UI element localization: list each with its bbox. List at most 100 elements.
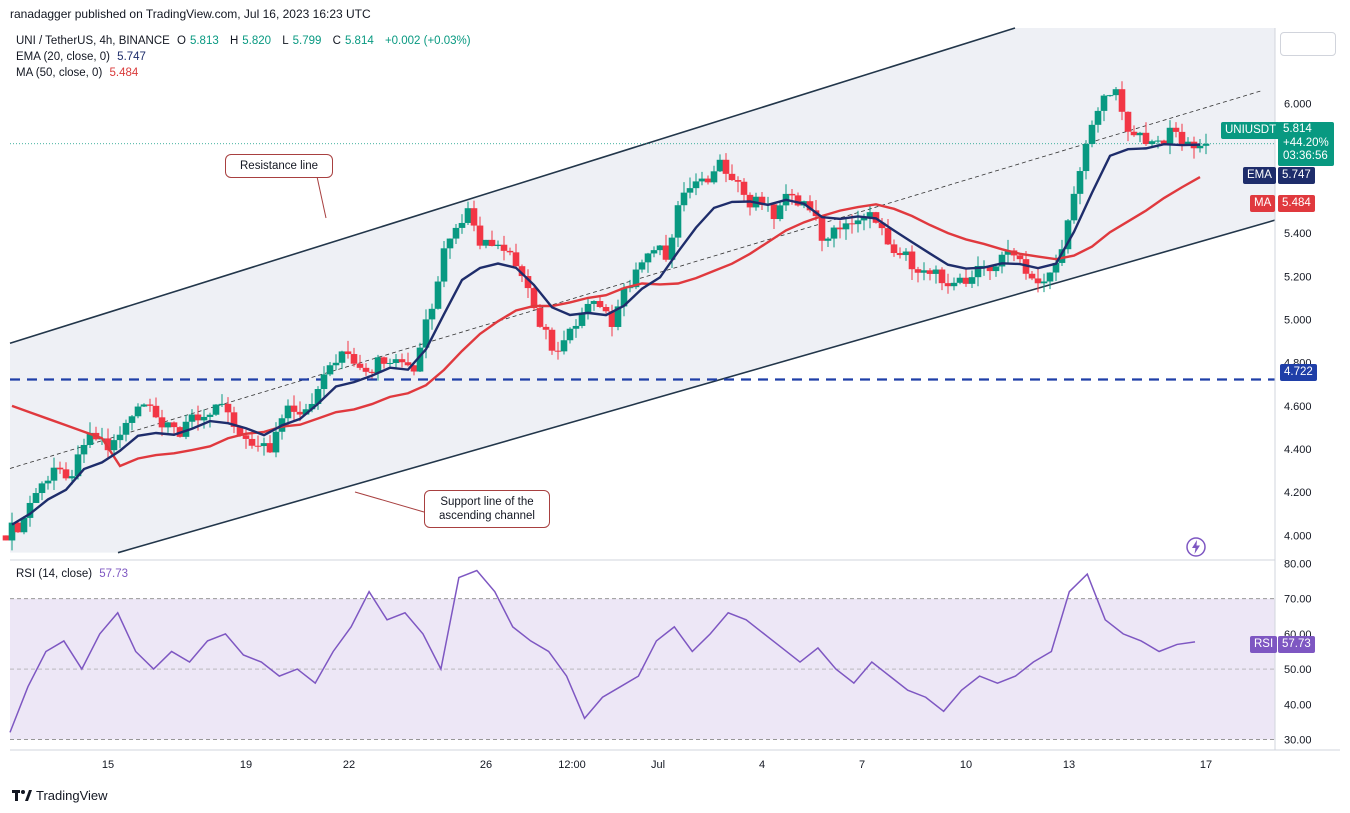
candle-body xyxy=(1202,143,1210,146)
candle-body xyxy=(704,178,712,183)
candle-body xyxy=(566,328,574,341)
candle-body xyxy=(320,374,328,390)
publisher-caption: ranadagger published on TradingView.com,… xyxy=(10,7,371,21)
candle-body xyxy=(386,362,394,364)
candle-body xyxy=(74,454,82,477)
symbol-legend: UNI / TetherUS, 4h, BINANCE O 5.813 H 5.82… xyxy=(16,35,475,47)
ma-legend: MA (50, close, 0) 5.484 xyxy=(16,67,142,79)
candle-body xyxy=(38,483,46,494)
time-tick-label: 17 xyxy=(1200,759,1212,771)
price-tick-label: 5.400 xyxy=(1284,228,1312,240)
candle-body xyxy=(422,319,430,348)
ema-value: 5.747 xyxy=(117,51,146,63)
candle-body xyxy=(104,438,112,451)
ema-value-tag: 5.747 xyxy=(1278,167,1315,184)
candle-body xyxy=(1082,143,1090,172)
candle-body xyxy=(1100,95,1108,111)
candle-body xyxy=(440,248,448,282)
l-label: L xyxy=(282,35,289,47)
candle-body xyxy=(1076,171,1084,194)
candle-body xyxy=(608,311,616,327)
candle-body xyxy=(572,325,580,329)
candle-body xyxy=(1118,89,1126,112)
candle-body xyxy=(770,204,778,220)
h-value: 5.820 xyxy=(242,35,272,47)
time-tick-label: 10 xyxy=(960,759,972,771)
candle-body xyxy=(32,493,40,503)
candle-body xyxy=(452,227,460,239)
candle-body xyxy=(8,522,16,541)
candle-body xyxy=(1136,132,1144,136)
candle-body xyxy=(224,403,232,413)
candle-body xyxy=(1172,127,1180,132)
tradingview-icon xyxy=(12,789,32,801)
candle-body xyxy=(638,262,646,270)
candle-body xyxy=(650,250,658,254)
settings-box[interactable] xyxy=(1280,32,1336,56)
candle-body xyxy=(842,223,850,230)
candle-body xyxy=(170,422,178,428)
candle-body xyxy=(380,357,388,364)
candle-body xyxy=(416,347,424,372)
candle-body xyxy=(134,406,142,417)
resistance-note: Resistance line xyxy=(225,154,333,178)
candle-body xyxy=(920,270,928,273)
o-value: 5.813 xyxy=(189,35,219,47)
candle-body xyxy=(908,251,916,270)
candle-body xyxy=(404,362,412,366)
candle-body xyxy=(218,403,226,405)
last-price: 5.814 xyxy=(1283,123,1312,135)
candle-body xyxy=(458,222,466,228)
candle-body xyxy=(986,265,994,272)
lightning-icon[interactable] xyxy=(1185,536,1207,558)
support-line xyxy=(117,219,1276,554)
candle-body xyxy=(374,357,382,373)
candle-body xyxy=(1148,141,1156,145)
candle-body xyxy=(194,414,202,421)
candle-body xyxy=(962,277,970,284)
candle-body xyxy=(1028,273,1036,279)
candle-body xyxy=(1154,140,1162,142)
candle-body xyxy=(686,188,694,193)
candle-body xyxy=(1052,262,1060,273)
candle-body xyxy=(818,216,826,241)
time-tick-label: 26 xyxy=(480,759,492,771)
rsi-pane xyxy=(9,569,1275,740)
rsi-value-tag: 57.73 xyxy=(1278,636,1315,653)
candle-body xyxy=(518,266,526,277)
candle-body xyxy=(734,180,742,182)
candle-body xyxy=(758,196,766,206)
tradingview-logo[interactable]: TradingView xyxy=(12,788,108,803)
candle-body xyxy=(614,306,622,327)
candle-body xyxy=(1178,131,1186,146)
candle-body xyxy=(1016,255,1024,260)
candle-body xyxy=(158,417,166,428)
candle-body xyxy=(236,426,244,436)
candle-body xyxy=(710,171,718,183)
candle-body xyxy=(470,208,478,226)
time-tick-label: Jul xyxy=(651,759,665,771)
rsi-tick-label: 50.00 xyxy=(1284,664,1312,676)
candle-body xyxy=(314,389,322,404)
candle-body xyxy=(338,351,346,363)
rsi-label: RSI (14, close) xyxy=(16,568,93,580)
candle-body xyxy=(662,245,670,260)
candle-body xyxy=(140,404,148,407)
time-tick-label: 4 xyxy=(759,759,765,771)
candle-body xyxy=(1166,127,1174,145)
c-label: C xyxy=(332,35,341,47)
rsi-tick-label: 70.00 xyxy=(1284,594,1312,606)
candle-body xyxy=(692,181,700,189)
candle-body xyxy=(56,467,64,470)
candle-body xyxy=(722,159,730,174)
candle-body xyxy=(344,351,352,355)
candle-body xyxy=(272,431,280,453)
candle-body xyxy=(776,205,784,220)
candle-body xyxy=(1058,249,1066,263)
rsi-value: 57.73 xyxy=(99,568,129,580)
candle-body xyxy=(248,438,256,446)
candle-body xyxy=(350,354,358,364)
candle-body xyxy=(206,414,214,417)
candle-body xyxy=(296,411,304,415)
